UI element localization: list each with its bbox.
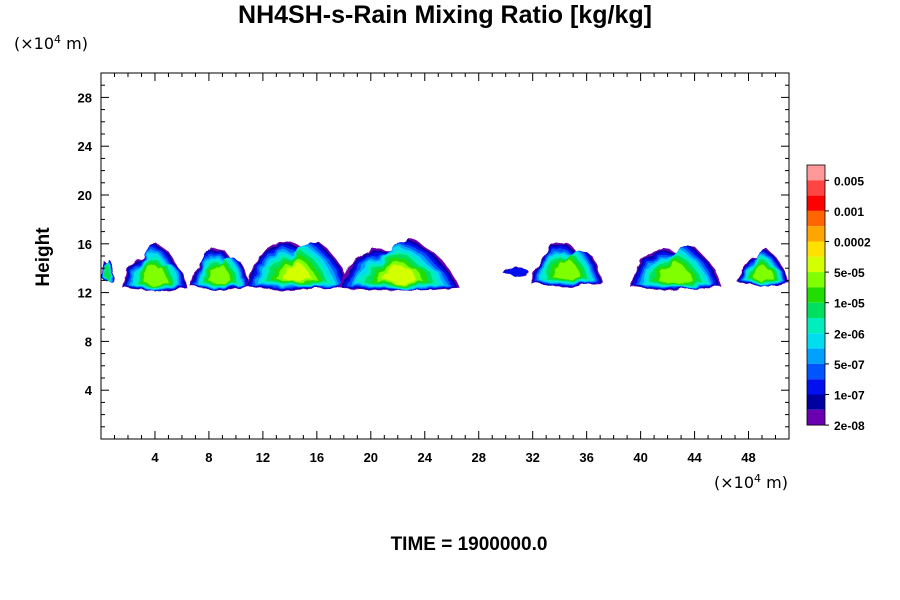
cloud-cell — [530, 242, 603, 288]
y-axis-unit: (×104 m) — [14, 33, 88, 53]
x-tick-label: 16 — [310, 450, 324, 465]
colorbar-frame — [806, 164, 826, 426]
x-tick-label: 20 — [364, 450, 378, 465]
colorbar: 0.005 0.001 0.0002 5e-05 1e-05 2e-06 5e-07 1e-0… — [806, 164, 871, 433]
cloud-contour — [208, 264, 231, 285]
colorbar-swatch — [807, 210, 825, 227]
x-tick-label: 36 — [579, 450, 593, 465]
colorbar-swatch — [807, 195, 825, 211]
y-unit-base: (×10 — [14, 34, 54, 53]
colorbar-swatch — [807, 272, 825, 288]
colorbar-label: 1e-05 — [834, 297, 865, 311]
colorbar-swatch — [807, 165, 825, 181]
colorbar-swatch — [807, 409, 825, 426]
x-unit-exponent: 4 — [754, 472, 761, 485]
cloud-contour — [142, 264, 168, 286]
y-axis-label: Height — [33, 227, 54, 287]
colorbar-swatch — [807, 363, 825, 380]
colorbar-swatch — [807, 379, 825, 395]
x-tick-label: 4 — [151, 450, 159, 465]
x-unit-base: (×10 — [714, 473, 754, 492]
x-tick-label: 12 — [256, 450, 270, 465]
chart-title: NH4SH-s-Rain Mixing Ratio [kg/kg] — [238, 1, 652, 29]
cloud-cell — [503, 266, 530, 278]
x-unit-suffix: m) — [761, 473, 788, 492]
colorbar-swatch — [807, 333, 825, 349]
colorbar-swatch — [807, 318, 825, 334]
y-tick-label: 24 — [78, 139, 93, 154]
y-unit-suffix: m) — [61, 34, 88, 53]
cloud-contour — [103, 264, 112, 281]
y-axis-ticks: 4 8 12 16 20 24 28 — [78, 84, 789, 428]
y-tick-label: 28 — [78, 90, 92, 105]
cloud-cell — [190, 247, 250, 292]
cloud-contour — [658, 261, 694, 285]
time-label: TIME = 1900000.0 — [391, 534, 548, 555]
cloud-cell — [101, 259, 115, 281]
colorbar-label: 0.0002 — [834, 236, 871, 250]
colorbar-swatch — [807, 180, 825, 196]
cloud-field — [101, 237, 789, 292]
y-tick-label: 12 — [78, 286, 92, 301]
y-tick-label: 4 — [85, 383, 93, 398]
cloud-contour — [552, 259, 581, 280]
cloud-contour — [382, 264, 417, 285]
cloud-contour — [504, 266, 529, 278]
cloud-contour — [281, 261, 312, 283]
colorbar-label: 2e-08 — [834, 419, 865, 433]
colorbar-swatch — [807, 302, 825, 318]
x-tick-label: 40 — [633, 450, 647, 465]
colorbar-swatch — [807, 241, 825, 257]
cloud-cell — [737, 248, 789, 287]
colorbar-swatch — [807, 348, 825, 364]
x-tick-label: 44 — [687, 450, 702, 465]
x-tick-label: 48 — [741, 450, 755, 465]
y-tick-label: 20 — [78, 188, 92, 203]
y-tick-label: 8 — [85, 334, 92, 349]
x-tick-label: 32 — [525, 450, 539, 465]
x-tick-label: 8 — [205, 450, 212, 465]
cloud-cell — [629, 245, 722, 291]
colorbar-swatch — [807, 256, 825, 273]
colorbar-label: 5e-07 — [834, 358, 865, 372]
colorbar-swatch — [807, 394, 825, 410]
cloud-cell — [122, 241, 188, 292]
x-tick-label: 28 — [471, 450, 485, 465]
colorbar-label: 0.001 — [834, 205, 864, 219]
colorbar-swatch — [807, 287, 825, 303]
colorbar-label: 0.005 — [834, 174, 864, 188]
cloud-cell — [338, 237, 460, 291]
colorbar-label: 1e-07 — [834, 389, 865, 403]
y-tick-label: 16 — [78, 237, 92, 252]
colorbar-label: 5e-05 — [834, 266, 865, 280]
cloud-cell — [244, 240, 350, 291]
colorbar-swatch — [807, 226, 825, 242]
x-tick-label: 24 — [418, 450, 433, 465]
x-axis-ticks: 4 8 12 16 20 24 28 32 36 40 44 48 — [113, 73, 777, 465]
x-axis-unit: (×104 m) — [714, 472, 788, 492]
colorbar-label: 2e-06 — [834, 327, 865, 341]
cloud-contour — [753, 264, 774, 283]
y-unit-exponent: 4 — [54, 33, 61, 46]
